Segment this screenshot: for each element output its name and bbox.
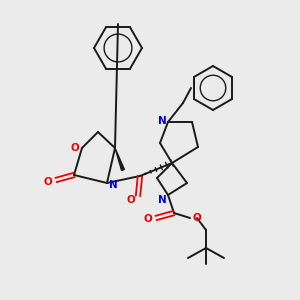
Text: O: O (193, 213, 201, 223)
Text: N: N (158, 116, 166, 126)
Text: O: O (44, 177, 52, 187)
Polygon shape (115, 148, 124, 170)
Text: O: O (127, 195, 135, 205)
Text: N: N (109, 180, 117, 190)
Text: O: O (70, 143, 80, 153)
Text: O: O (144, 214, 152, 224)
Text: N: N (158, 195, 166, 205)
